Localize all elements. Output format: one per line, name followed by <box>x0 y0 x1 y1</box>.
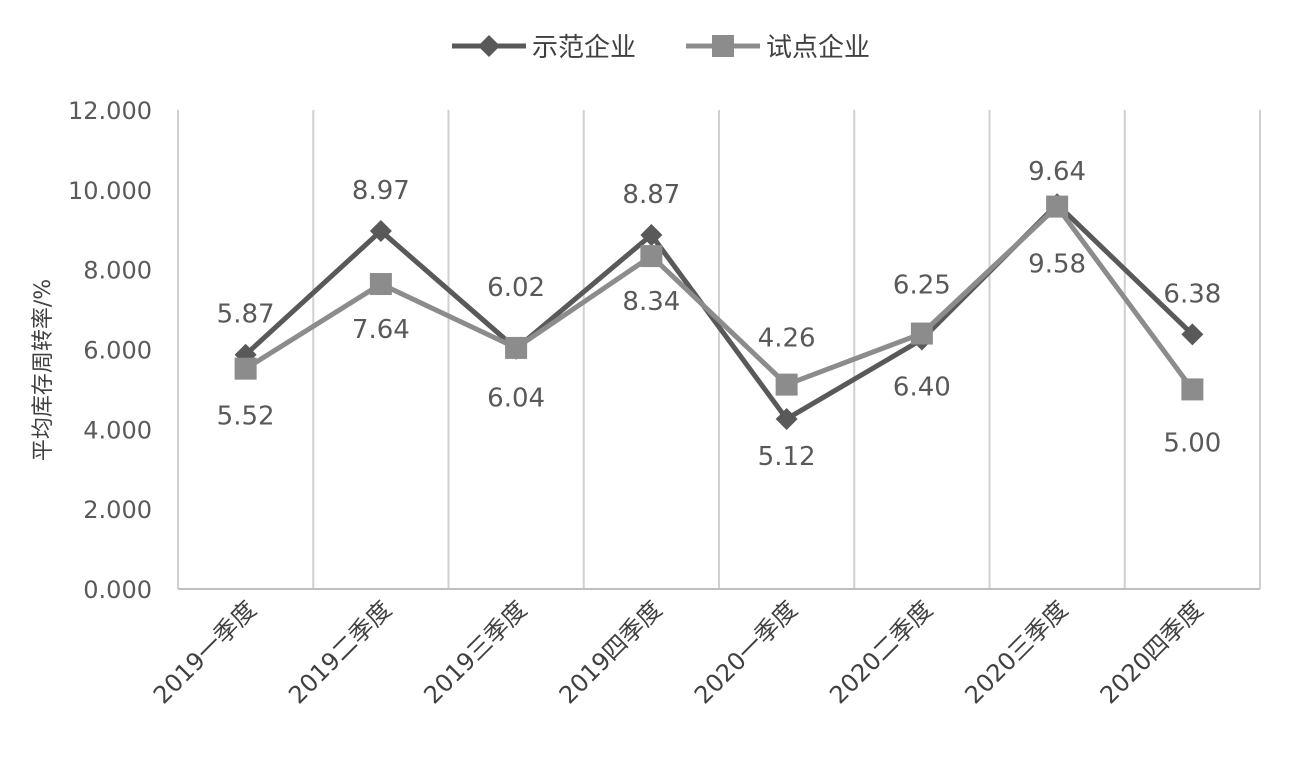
legend-label: 示范企业 <box>532 33 636 63</box>
y-axis-title: 平均库存周转率/% <box>31 279 56 461</box>
data-label: 5.00 <box>1163 428 1221 458</box>
data-point <box>775 373 798 396</box>
data-point <box>775 407 798 430</box>
data-label: 6.02 <box>487 273 545 303</box>
legend: 示范企业 试点企业 <box>452 33 870 63</box>
legend-label: 试点企业 <box>766 33 870 63</box>
data-point <box>640 223 663 246</box>
x-axis: 2019一季度 2019二季度 2019三季度 2019四季度 2020一季度 2020二… <box>148 595 1209 709</box>
y-tick-label: 6.000 <box>83 337 152 365</box>
data-point <box>1181 378 1204 401</box>
data-label: 6.25 <box>893 271 951 301</box>
data-point <box>910 322 933 345</box>
data-label: 9.58 <box>1028 250 1086 280</box>
data-point <box>234 357 257 380</box>
data-label: 6.38 <box>1163 279 1221 309</box>
legend-marker <box>478 35 500 57</box>
data-label: 8.87 <box>622 180 680 210</box>
y-tick-label: 10.000 <box>68 177 152 205</box>
data-label: 5.12 <box>758 442 816 472</box>
x-tick-label: 2019二季度 <box>283 595 397 709</box>
grid-lines <box>177 110 1261 590</box>
data-label: 6.40 <box>893 373 951 403</box>
data-label: 8.34 <box>622 287 680 317</box>
x-tick-label: 2020二季度 <box>824 595 938 709</box>
series-2 <box>234 195 1204 401</box>
y-tick-label: 0.000 <box>83 576 152 604</box>
y-tick-label: 8.000 <box>83 257 152 285</box>
data-label: 7.64 <box>352 315 410 345</box>
data-labels: 5.87 5.52 8.97 7.64 6.02 6.04 8.87 8.34 4.26 5.12… <box>217 157 1222 472</box>
data-label: 8.97 <box>352 176 410 206</box>
data-label: 5.87 <box>217 300 275 330</box>
data-label: 5.52 <box>217 402 275 432</box>
data-point <box>1181 323 1204 346</box>
data-point <box>505 336 528 359</box>
data-point <box>1046 195 1069 218</box>
data-label: 6.04 <box>487 384 545 414</box>
y-axis: 0.000 2.000 4.000 6.000 8.000 10.000 12.000 平均库… <box>31 97 152 604</box>
y-tick-label: 4.000 <box>83 416 152 444</box>
y-tick-label: 12.000 <box>68 97 152 125</box>
series-layer <box>234 193 1204 430</box>
x-tick-label: 2020三季度 <box>959 595 1073 709</box>
data-point <box>640 245 663 268</box>
legend-marker <box>712 35 734 57</box>
x-tick-label: 2020一季度 <box>689 595 803 709</box>
x-tick-label: 2019一季度 <box>148 595 262 709</box>
legend-item-1: 示范企业 <box>452 33 636 63</box>
y-tick-label: 2.000 <box>83 496 152 524</box>
data-point <box>369 219 392 242</box>
legend-item-2: 试点企业 <box>686 33 870 63</box>
x-tick-label: 2019三季度 <box>418 595 532 709</box>
series-line <box>244 204 1195 391</box>
data-point <box>369 273 392 296</box>
x-tick-label: 2019四季度 <box>554 595 668 709</box>
x-tick-label: 2020四季度 <box>1095 595 1209 709</box>
data-label: 4.26 <box>758 324 816 354</box>
data-label: 9.64 <box>1028 157 1086 187</box>
